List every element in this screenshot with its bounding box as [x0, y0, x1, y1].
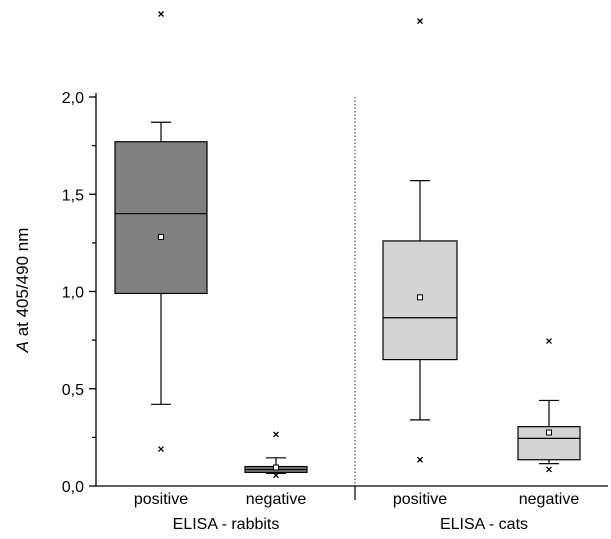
y-axis: 0,0 0,5 1,0 1,5 2,0: [62, 90, 97, 496]
outlier-cross-stroke: [273, 431, 279, 438]
box-elisa-rabbits-negative: [244, 431, 308, 479]
y-tick-label: 2,0: [62, 90, 84, 107]
outlier-marker: [546, 466, 552, 473]
outlier-marker: [546, 338, 552, 345]
box-elisa-cats-negative: [517, 338, 581, 473]
outlier-marker: [417, 18, 423, 25]
outlier-marker: [158, 11, 164, 17]
y-tick-label: 1,0: [62, 285, 84, 302]
y-tick-label: 0,5: [62, 382, 84, 399]
outlier-cross-stroke: [158, 11, 164, 17]
box-elisa-cats-positive: [382, 18, 458, 463]
box-body: [114, 141, 208, 295]
box-series: [114, 11, 581, 479]
outlier-cross-stroke: [273, 472, 279, 479]
outlier-cross-stroke: [546, 466, 552, 473]
mean-marker: [546, 429, 552, 436]
outlier-cross-stroke: [417, 18, 423, 25]
x-group-label: ELISA - rabbits: [173, 516, 280, 533]
mean-marker: [158, 234, 164, 241]
y-tick-label: 1,5: [62, 187, 84, 204]
outlier-marker: [158, 446, 164, 453]
y-tick-label: 0,0: [62, 479, 84, 496]
outlier-cross-stroke: [417, 456, 423, 463]
y-axis-label-rest: at 405/490 nm: [13, 228, 32, 341]
outlier-marker: [273, 431, 279, 438]
mean-marker: [273, 464, 279, 471]
outlier-cross-stroke: [546, 338, 552, 345]
x-category-label: positive: [393, 491, 447, 508]
x-group-label: ELISA - cats: [440, 516, 528, 533]
x-category-label: negative: [519, 491, 580, 508]
outlier-marker: [417, 456, 423, 463]
x-axis: positive negative ELISA - rabbits positive n…: [96, 485, 608, 533]
box-elisa-rabbits-positive: [114, 11, 208, 453]
x-category-label: negative: [246, 491, 307, 508]
y-axis-label: A at 405/490 nm: [13, 228, 32, 354]
outlier-cross-stroke: [158, 446, 164, 453]
outlier-marker: [273, 472, 279, 479]
y-axis-label-italic: A: [13, 341, 32, 353]
x-category-label: positive: [134, 491, 188, 508]
mean-marker: [417, 294, 423, 301]
